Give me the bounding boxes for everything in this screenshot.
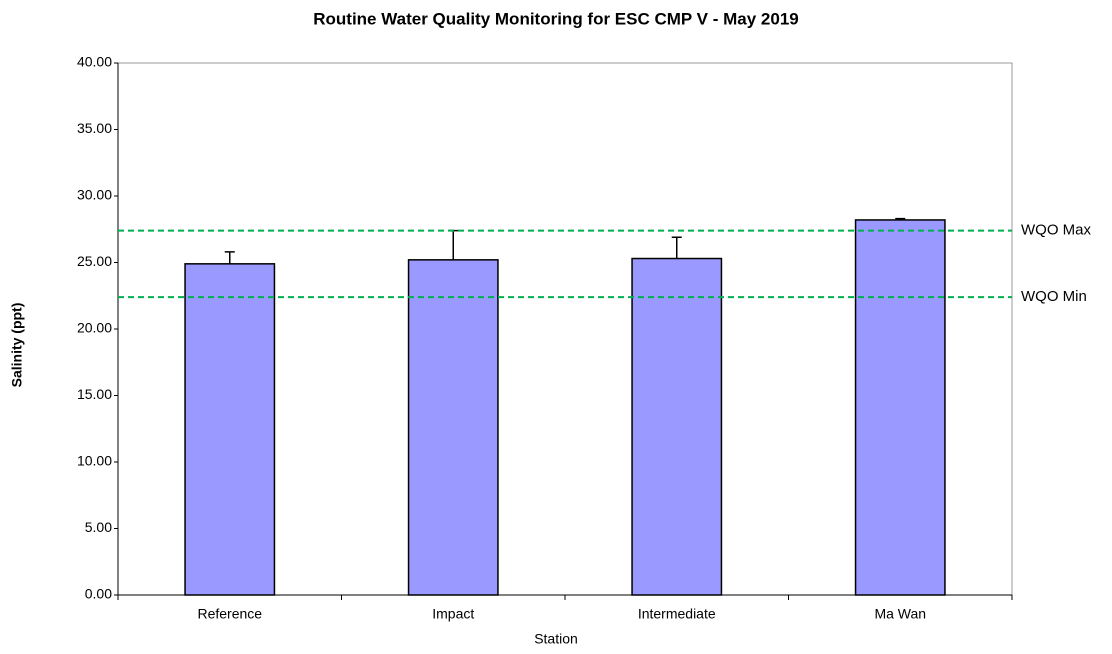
y-tick-label: 25.00 (77, 253, 112, 269)
bar (184, 263, 276, 596)
error-bar (671, 236, 682, 259)
y-tick-label: 15.00 (77, 386, 112, 402)
x-tick-label: Reference (197, 606, 262, 622)
y-tick-label: 0.00 (85, 586, 112, 602)
y-tick-label: 10.00 (77, 453, 112, 469)
x-tick-label: Intermediate (638, 606, 716, 622)
y-tick-label: 5.00 (85, 519, 112, 535)
error-bar (224, 251, 235, 264)
reference-label: WQO Max (1021, 222, 1091, 239)
y-tick-label: 30.00 (77, 187, 112, 203)
bar (407, 259, 499, 596)
y-tick-label: 35.00 (77, 120, 112, 136)
x-tick-label: Ma Wan (874, 606, 926, 622)
x-tick-label: Impact (432, 606, 474, 622)
reference-label: WQO Min (1021, 288, 1087, 305)
x-axis-label: Station (534, 631, 578, 647)
y-tick-label: 40.00 (77, 54, 112, 70)
y-axis-label: Salinity (ppt) (9, 303, 25, 388)
error-bar (448, 229, 459, 260)
bar (631, 257, 723, 596)
bar (854, 219, 946, 596)
error-bar (895, 217, 906, 220)
y-tick-label: 20.00 (77, 320, 112, 336)
chart-title: Routine Water Quality Monitoring for ESC… (313, 9, 799, 28)
